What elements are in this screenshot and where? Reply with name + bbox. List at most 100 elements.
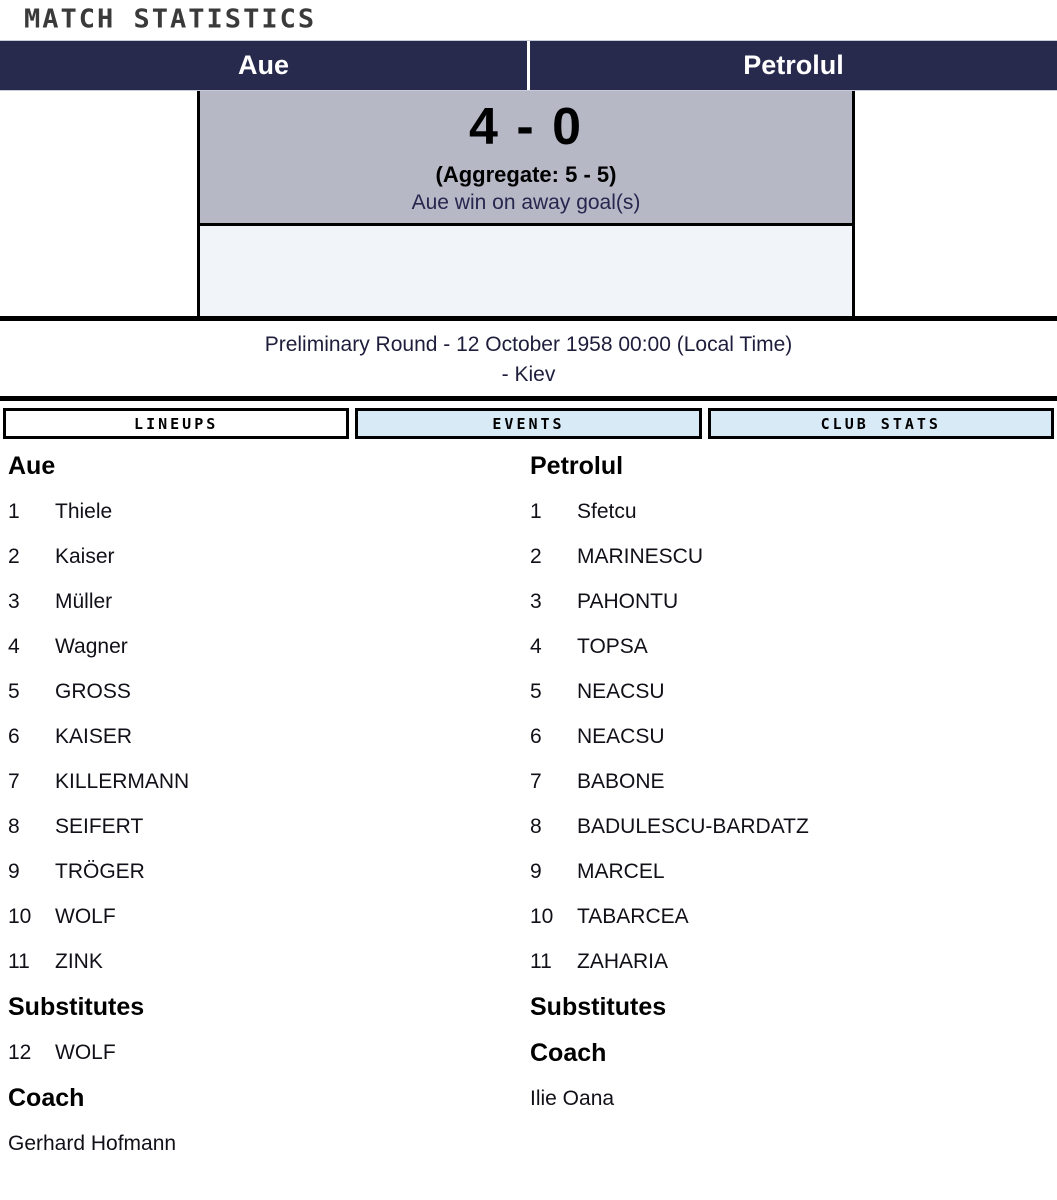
match-venue: - Kiev <box>501 363 556 386</box>
player-row: 11 ZINK <box>8 939 530 984</box>
player-name: PAHONTU <box>577 589 679 613</box>
home-coach-name: Gerhard Hofmann <box>8 1131 177 1155</box>
player-row: 5 GROSS <box>8 669 530 714</box>
away-coach-name: Ilie Oana <box>530 1086 615 1110</box>
result-note: Aue win on away goal(s) <box>411 191 641 214</box>
player-name: GROSS <box>55 679 131 703</box>
player-number: 9 <box>8 859 20 883</box>
player-number: 3 <box>8 589 20 613</box>
events-empty-panel <box>200 226 852 316</box>
player-name: NEACSU <box>577 724 665 748</box>
player-name: TRÖGER <box>55 859 145 883</box>
player-name: Kaiser <box>55 544 115 568</box>
player-number: 1 <box>8 499 20 523</box>
tab-strip: LINEUPS EVENTS CLUB STATS <box>3 408 1054 439</box>
player-name: BABONE <box>577 769 665 793</box>
player-name: KAISER <box>55 724 133 748</box>
player-row: 6 KAISER <box>8 714 530 759</box>
tab-club-stats[interactable]: CLUB STATS <box>707 408 1054 439</box>
player-name: MARCEL <box>577 859 665 883</box>
player-number: 12 <box>8 1040 32 1064</box>
player-name: Wagner <box>55 634 128 658</box>
player-name: TABARCEA <box>577 904 689 928</box>
away-team-header: Petrolul <box>743 50 844 80</box>
player-number: 4 <box>8 634 20 658</box>
player-number: 6 <box>530 724 542 748</box>
away-substitutes-header: Substitutes <box>530 992 667 1021</box>
page-title: MATCH STATISTICS <box>24 4 317 35</box>
away-lineup-team-name: Petrolul <box>530 451 624 480</box>
player-number: 9 <box>530 859 542 883</box>
divider-bottom <box>0 396 1057 401</box>
player-row: 3 Müller <box>8 579 530 624</box>
substitute-row: 12 WOLF <box>8 1030 530 1075</box>
tab-events[interactable]: EVENTS <box>355 408 702 439</box>
player-row: 2 MARINESCU <box>530 534 1052 579</box>
player-name: Sfetcu <box>577 499 637 523</box>
player-row: 9 MARCEL <box>530 849 1052 894</box>
player-number: 4 <box>530 634 542 658</box>
player-number: 2 <box>8 544 20 568</box>
score-panel: 4 - 0 (Aggregate: 5 - 5) Aue win on away… <box>200 91 852 226</box>
home-lineup-team-name: Aue <box>8 451 56 480</box>
player-number: 7 <box>530 769 542 793</box>
final-score: 4 - 0 <box>468 98 584 156</box>
home-team-header: Aue <box>0 41 530 90</box>
player-number: 3 <box>530 589 542 613</box>
player-row: 4 TOPSA <box>530 624 1052 669</box>
score-box: 4 - 0 (Aggregate: 5 - 5) Aue win on away… <box>197 91 855 316</box>
player-row: 4 Wagner <box>8 624 530 669</box>
home-substitutes-list: 12 WOLF <box>8 1030 530 1075</box>
player-row: 1 Sfetcu <box>530 489 1052 534</box>
player-name: ZAHARIA <box>577 949 669 973</box>
player-row: 11 ZAHARIA <box>530 939 1052 984</box>
away-coach-header: Coach <box>530 1038 607 1067</box>
player-name: Müller <box>55 589 113 613</box>
tab-lineups[interactable]: LINEUPS <box>3 408 350 439</box>
player-name: BADULESCU-BARDATZ <box>577 814 809 838</box>
player-number: 10 <box>8 904 32 928</box>
player-row: 10 WOLF <box>8 894 530 939</box>
player-row: 7 BABONE <box>530 759 1052 804</box>
player-number: 8 <box>530 814 542 838</box>
player-row: 5 NEACSU <box>530 669 1052 714</box>
player-number: 6 <box>8 724 20 748</box>
player-name: ZINK <box>55 949 103 973</box>
match-round-date: Preliminary Round - 12 October 1958 00:0… <box>264 333 793 356</box>
home-coach-header: Coach <box>8 1083 85 1112</box>
player-row: 8 BADULESCU-BARDATZ <box>530 804 1052 849</box>
player-number: 10 <box>530 904 554 928</box>
player-number: 8 <box>8 814 20 838</box>
away-lineup-column: Petrolul 1 Sfetcu 2 MARINESCU 3 PAHONTU <box>530 439 1052 1166</box>
player-row: 9 TRÖGER <box>8 849 530 894</box>
player-name: NEACSU <box>577 679 665 703</box>
match-info: Preliminary Round - 12 October 1958 00:0… <box>0 321 1057 396</box>
player-name: TOPSA <box>577 634 648 658</box>
player-row: 6 NEACSU <box>530 714 1052 759</box>
player-name: WOLF <box>55 904 116 928</box>
player-name: MARINESCU <box>577 544 704 568</box>
player-number: 7 <box>8 769 20 793</box>
lineups-section: Aue 1 Thiele 2 Kaiser 3 Müller <box>0 439 1057 1176</box>
away-players-list: 1 Sfetcu 2 MARINESCU 3 PAHONTU 4 TOPSA <box>530 489 1052 984</box>
player-row: 1 Thiele <box>8 489 530 534</box>
player-row: 8 SEIFERT <box>8 804 530 849</box>
player-number: 11 <box>530 949 552 973</box>
divider-top <box>0 316 1057 321</box>
player-row: 7 KILLERMANN <box>8 759 530 804</box>
player-number: 11 <box>8 949 30 973</box>
player-number: 5 <box>8 679 20 703</box>
home-lineup-column: Aue 1 Thiele 2 Kaiser 3 Müller <box>8 439 530 1166</box>
player-number: 1 <box>530 499 542 523</box>
home-substitutes-header: Substitutes <box>8 992 145 1021</box>
player-row: 3 PAHONTU <box>530 579 1052 624</box>
team-header-bar: Aue Petrolul <box>0 40 1057 91</box>
player-name: KILLERMANN <box>55 769 190 793</box>
player-number: 2 <box>530 544 542 568</box>
aggregate-score: (Aggregate: 5 - 5) <box>435 162 617 187</box>
player-row: 2 Kaiser <box>8 534 530 579</box>
home-players-list: 1 Thiele 2 Kaiser 3 Müller 4 Wagner <box>8 489 530 984</box>
player-row: 10 TABARCEA <box>530 894 1052 939</box>
player-number: 5 <box>530 679 542 703</box>
player-name: Thiele <box>55 499 113 523</box>
